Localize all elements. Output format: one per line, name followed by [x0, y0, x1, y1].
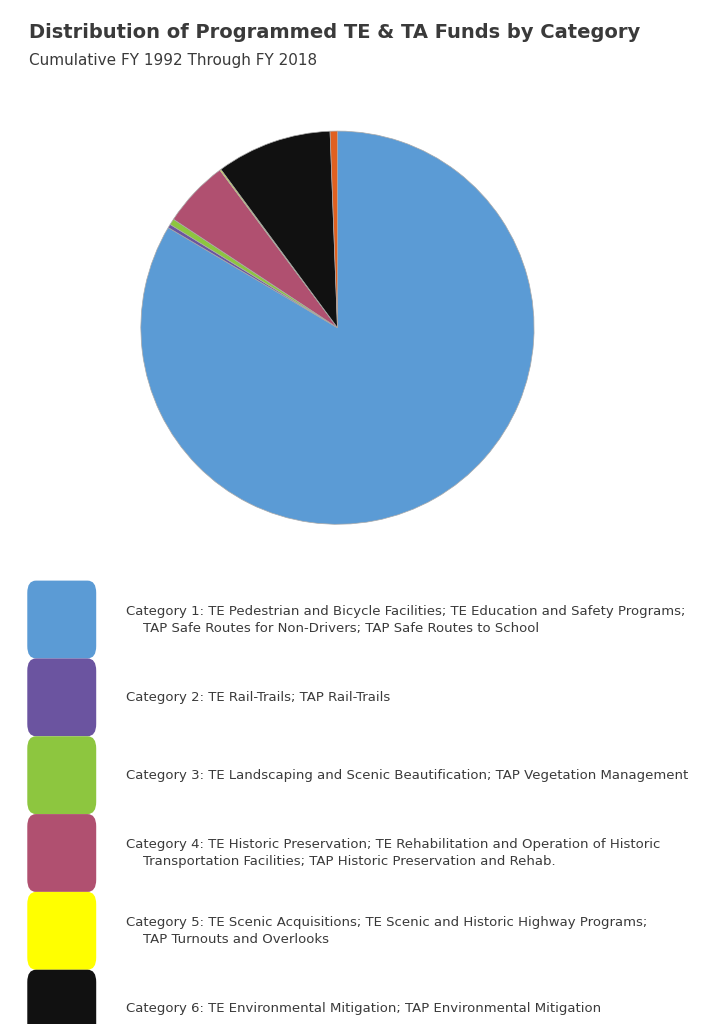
- Text: Distribution of Programmed TE & TA Funds by Category: Distribution of Programmed TE & TA Funds…: [29, 23, 640, 42]
- Text: Category 4: TE Historic Preservation; TE Rehabilitation and Operation of Histori: Category 4: TE Historic Preservation; TE…: [126, 838, 660, 868]
- Text: Category 6: TE Environmental Mitigation; TAP Environmental Mitigation: Category 6: TE Environmental Mitigation;…: [126, 1002, 601, 1015]
- Wedge shape: [221, 131, 337, 328]
- Wedge shape: [170, 219, 337, 328]
- Text: Category 5: TE Scenic Acquisitions; TE Scenic and Historic Highway Programs;
   : Category 5: TE Scenic Acquisitions; TE S…: [126, 915, 647, 946]
- Text: Category 2: TE Rail-Trails; TAP Rail-Trails: Category 2: TE Rail-Trails; TAP Rail-Tra…: [126, 691, 390, 703]
- Wedge shape: [174, 170, 337, 328]
- Wedge shape: [141, 131, 534, 524]
- Wedge shape: [330, 131, 337, 328]
- Text: Cumulative FY 1992 Through FY 2018: Cumulative FY 1992 Through FY 2018: [29, 53, 317, 69]
- Text: Category 3: TE Landscaping and Scenic Beautification; TAP Vegetation Management: Category 3: TE Landscaping and Scenic Be…: [126, 769, 688, 781]
- Wedge shape: [168, 224, 337, 328]
- Text: Category 1: TE Pedestrian and Bicycle Facilities; TE Education and Safety Progra: Category 1: TE Pedestrian and Bicycle Fa…: [126, 604, 685, 635]
- Wedge shape: [220, 169, 337, 328]
